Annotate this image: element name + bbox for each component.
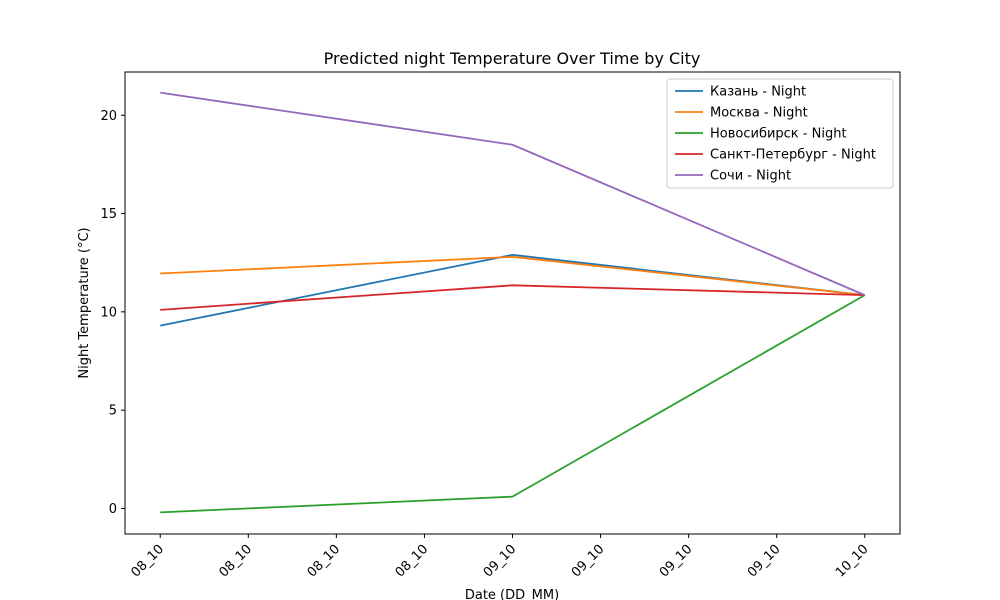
legend-box [666,78,894,189]
legend-label: Новосибирск - Night [710,127,847,142]
legend: Казань - Night Москва - Night Новосибирск … [666,78,894,189]
chart-title: Predicted night Temperature Over Time by… [324,49,701,68]
y-axis-label: Night Temperature (°C) [77,227,92,378]
y-tick-label: 10 [100,305,117,320]
y-tick-label: 0 [109,502,117,517]
series-line-4 [160,91,866,296]
series-line-2 [160,294,866,514]
x-tick-label: 09_10 [569,542,608,581]
x-tick-label: 08_10 [128,542,167,581]
series-line-0 [160,253,865,327]
y-axis: 0 5 10 15 20 [100,109,125,517]
x-tick-label: 10_10 [833,542,872,581]
x-axis-label: Date (DD_MM) [465,588,559,600]
y-tick-label: 5 [109,404,117,419]
x-tick-label: 09_10 [657,542,696,581]
series-line-1 [160,255,865,297]
series-line-3 [160,284,865,311]
x-tick-label: 08_10 [305,542,344,581]
x-tick-label: 08_10 [393,542,432,581]
legend-label: Санкт-Петербург - Night [710,148,876,163]
legend-label: Казань - Night [710,85,806,100]
series-lines [160,91,866,514]
legend-label: Москва - Night [710,106,808,121]
x-tick-label: 08_10 [217,542,256,581]
y-tick-label: 15 [100,207,117,222]
y-tick-label: 20 [100,109,117,124]
x-axis: 08_10 08_10 08_10 08_10 09_10 09_10 09_10 09_10… [128,534,872,581]
x-tick-label: 09_10 [745,542,784,581]
legend-label: Сочи - Night [710,169,791,184]
x-tick-label: 09_10 [481,542,520,581]
